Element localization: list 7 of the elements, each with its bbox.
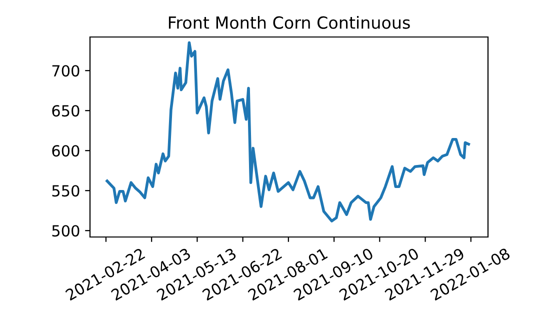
- y-tick-label: 500: [52, 225, 80, 237]
- y-tick-label: 700: [52, 65, 80, 77]
- y-tick-label: 550: [52, 185, 80, 197]
- line-series: [106, 41, 470, 222]
- y-tick-label: 650: [52, 105, 80, 117]
- chart-title: Front Month Corn Continuous: [168, 16, 410, 29]
- y-tick-label: 600: [52, 145, 80, 157]
